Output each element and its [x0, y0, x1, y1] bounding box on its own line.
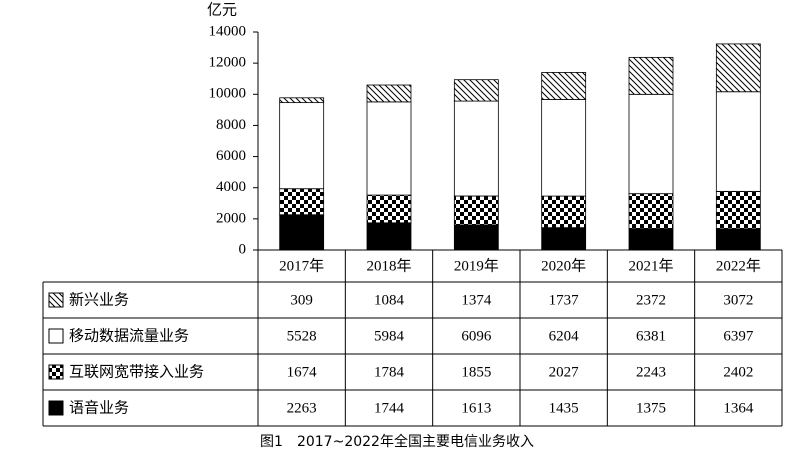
- table-value: 3072: [723, 292, 753, 308]
- legend-label: 新兴业务: [69, 291, 129, 308]
- x-tick-label: 2019年: [454, 257, 499, 274]
- table-value: 1374: [461, 292, 492, 308]
- legend-label: 移动数据流量业务: [69, 327, 189, 344]
- table-value: 2372: [636, 292, 666, 308]
- legend-swatch: [48, 400, 64, 416]
- bar-segment: [366, 84, 412, 103]
- y-tick-label: 4000: [216, 179, 246, 195]
- table-value: 1613: [461, 400, 491, 416]
- y-axis-label: 亿元: [207, 1, 237, 18]
- legend-label: 互联网宽带接入业务: [69, 363, 204, 380]
- x-tick-label: 2020年: [541, 257, 586, 274]
- table-value: 1784: [374, 364, 405, 380]
- table-value: 309: [290, 292, 313, 308]
- table-value: 1674: [287, 364, 318, 380]
- bar-segment: [541, 72, 587, 100]
- bar-segment: [628, 56, 674, 95]
- bar-segment: [715, 43, 761, 93]
- table-value: 5984: [374, 328, 405, 344]
- table-value: 6204: [549, 328, 580, 344]
- bar-segment: [279, 188, 325, 216]
- table-value: 1435: [549, 400, 579, 416]
- y-tick-label: 12000: [209, 55, 247, 71]
- table-value: 1375: [636, 400, 666, 416]
- legend-swatch: [48, 292, 64, 308]
- table-value: 2402: [723, 364, 753, 380]
- table-value: 5528: [287, 328, 317, 344]
- bar-segment: [366, 101, 412, 196]
- bar-segment: [541, 99, 587, 197]
- bar-segment: [279, 97, 325, 104]
- bar-segment: [541, 195, 587, 229]
- bar-segment: [279, 102, 325, 190]
- legend-swatch: [48, 328, 64, 344]
- table-value: 2243: [636, 364, 666, 380]
- legend-swatch: [48, 364, 64, 380]
- table-value: 1855: [461, 364, 491, 380]
- table-value: 1364: [723, 400, 754, 416]
- bar-segment: [715, 91, 761, 192]
- bar-segment: [366, 222, 412, 251]
- table-value: 2263: [287, 400, 317, 416]
- table-value: 6381: [636, 328, 666, 344]
- bar-segment: [453, 79, 499, 102]
- legend-label: 语音业务: [69, 399, 129, 416]
- x-tick-label: 2018年: [366, 257, 411, 274]
- bar-segment: [628, 93, 674, 195]
- y-tick-label: 0: [239, 241, 247, 257]
- table-value: 1084: [374, 292, 405, 308]
- y-tick-label: 14000: [209, 23, 247, 39]
- caption: 图1 2017~2022年全国主要电信业务收入: [260, 433, 534, 450]
- bar-segment: [279, 214, 325, 251]
- bar-segment: [628, 228, 674, 251]
- y-tick-label: 8000: [216, 117, 246, 133]
- x-tick-label: 2022年: [716, 257, 761, 274]
- y-tick-label: 2000: [216, 210, 246, 226]
- bar-segment: [715, 190, 761, 230]
- bar-segment: [628, 193, 674, 229]
- bar-segment: [453, 100, 499, 197]
- y-tick-label: 10000: [209, 86, 247, 102]
- bar-segment: [453, 195, 499, 226]
- table-value: 1737: [549, 292, 580, 308]
- bar-segment: [366, 194, 412, 224]
- x-tick-label: 2017年: [279, 257, 324, 274]
- table-value: 6096: [461, 328, 492, 344]
- table-value: 1744: [374, 400, 405, 416]
- x-tick-label: 2021年: [628, 257, 673, 274]
- table-value: 2027: [549, 364, 580, 380]
- table-value: 6397: [723, 328, 754, 344]
- bar-segment: [541, 227, 587, 251]
- bar-segment: [453, 224, 499, 251]
- y-tick-label: 6000: [216, 148, 246, 164]
- bar-segment: [715, 228, 761, 251]
